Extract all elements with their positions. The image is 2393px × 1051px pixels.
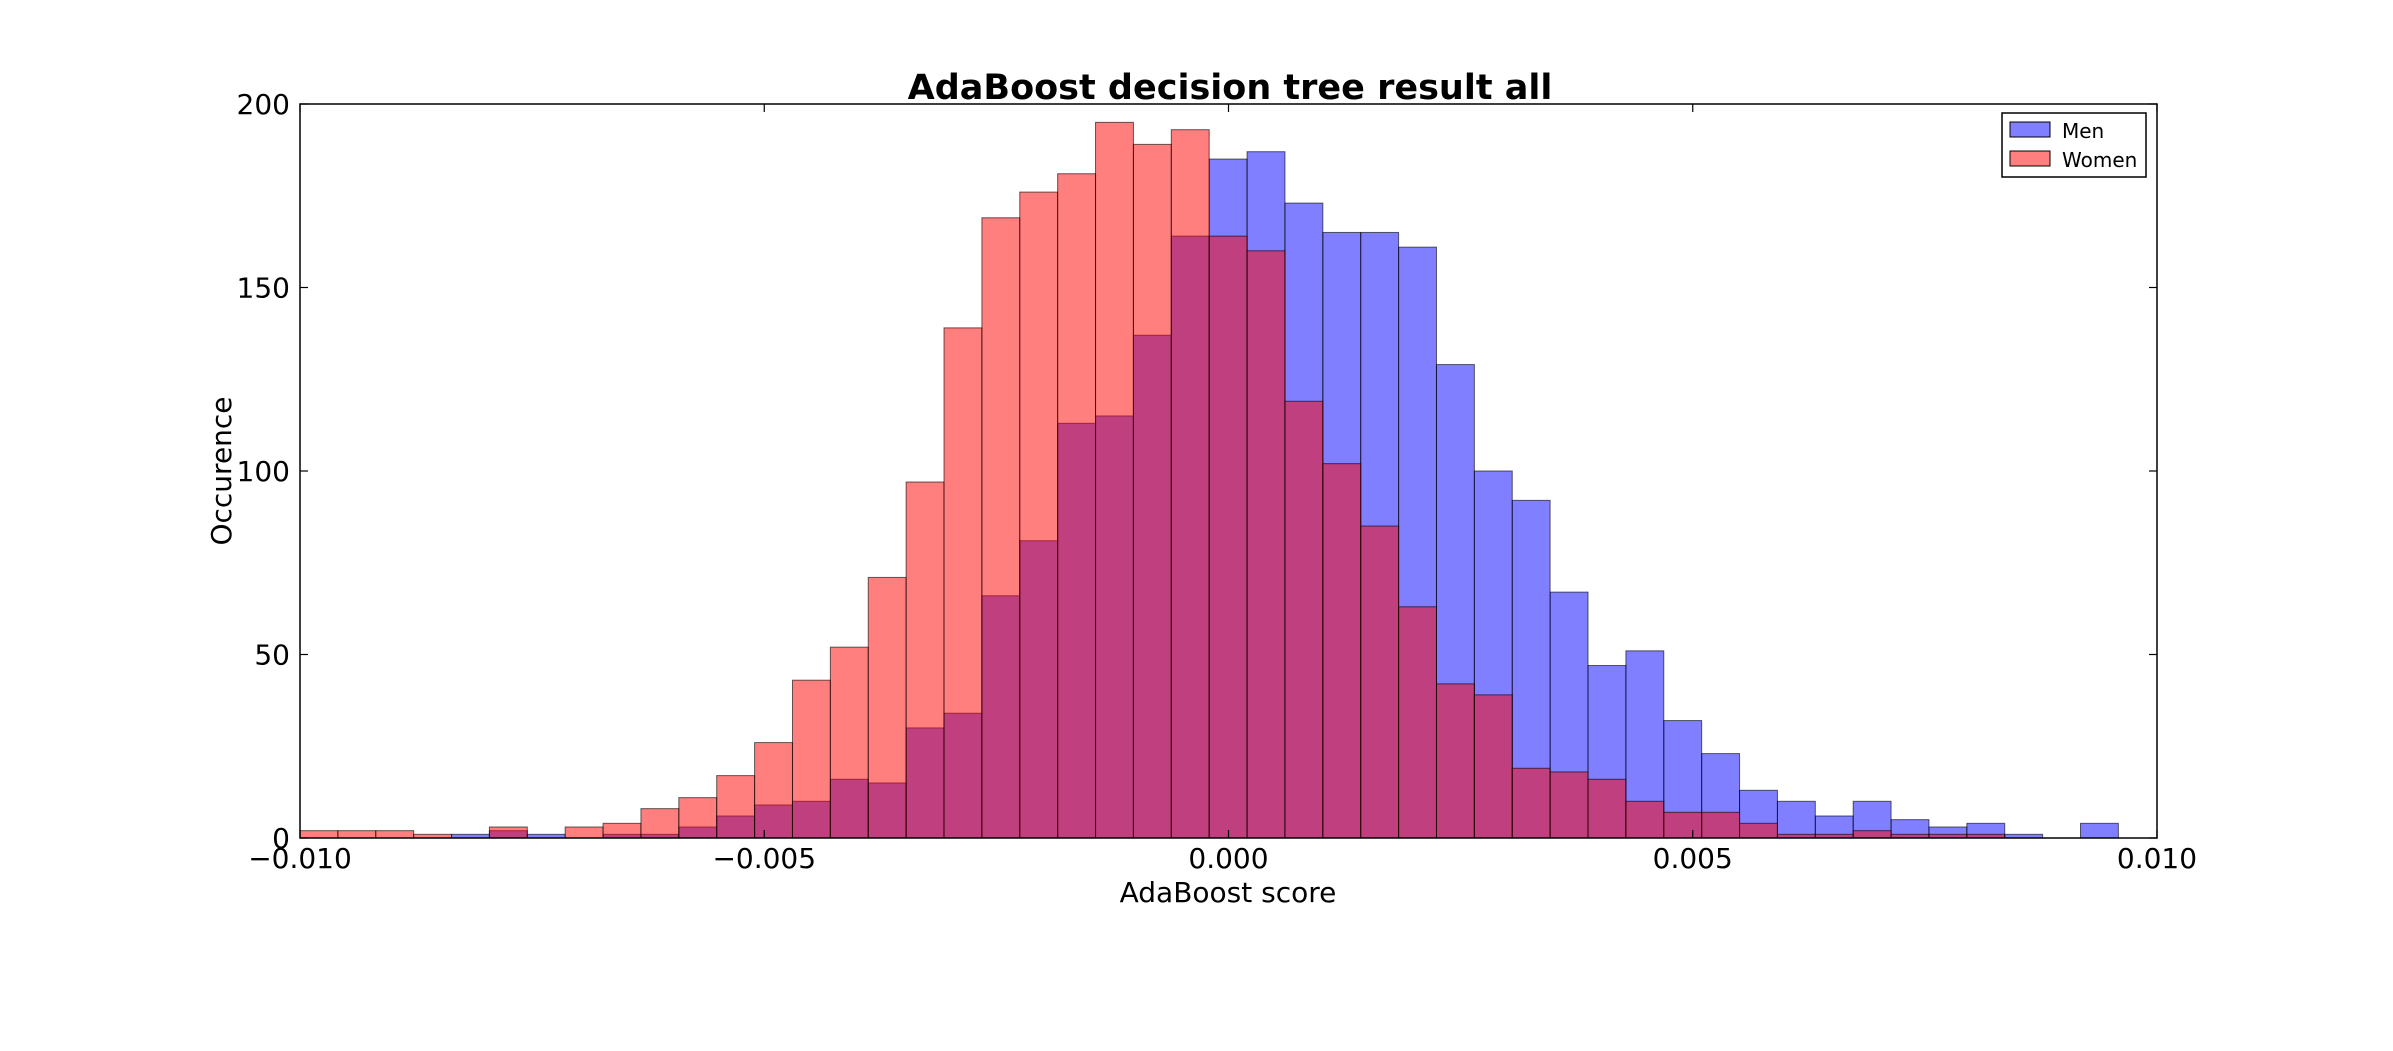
bar-women-18 <box>981 217 1021 839</box>
bar-men-47 <box>2079 822 2119 839</box>
bar-women-32 <box>1511 767 1551 839</box>
bar-women-25 <box>1246 250 1286 839</box>
chart-title: AdaBoost decision tree result all <box>908 68 1553 108</box>
bar-women-31 <box>1473 694 1513 839</box>
bar-women-24 <box>1208 235 1248 839</box>
bar-women-30 <box>1435 683 1475 839</box>
bar-women-19 <box>1019 191 1059 839</box>
bar-women-23 <box>1170 129 1210 839</box>
bar-men-39 <box>1776 800 1816 839</box>
plot-frame <box>299 103 2158 839</box>
x-tick-label: 0.005 <box>1653 842 1733 875</box>
bar-women-35 <box>1625 800 1665 839</box>
y-tick-label: 0 <box>272 822 290 855</box>
bar-women-28 <box>1360 525 1400 839</box>
x-tick-label: 0.000 <box>1188 842 1268 875</box>
y-tick-label: 150 <box>237 272 290 305</box>
x-tick-label: −0.005 <box>712 842 816 875</box>
bar-women-0 <box>299 830 339 839</box>
bar-women-34 <box>1587 778 1627 839</box>
x-tick-label: 0.010 <box>2117 842 2197 875</box>
x-axis-label: AdaBoost score <box>1120 876 1337 909</box>
y-axis-label: Occurence <box>205 396 238 545</box>
legend-label-women: Women <box>2062 148 2137 172</box>
bar-women-13 <box>791 679 831 839</box>
bar-women-8 <box>602 822 642 839</box>
bar-women-41 <box>1852 830 1892 839</box>
bar-women-1 <box>337 830 377 839</box>
bar-women-16 <box>905 481 945 839</box>
bar-women-10 <box>678 797 718 839</box>
bar-women-33 <box>1549 771 1589 839</box>
bar-women-9 <box>640 808 680 839</box>
y-tick-label: 50 <box>254 639 290 672</box>
bar-women-17 <box>943 327 983 839</box>
x-tick-label: −0.010 <box>248 842 352 875</box>
bar-women-37 <box>1701 811 1741 839</box>
bar-women-20 <box>1057 173 1097 839</box>
legend-swatch-women <box>2009 150 2051 167</box>
bar-women-22 <box>1132 143 1172 839</box>
bar-women-15 <box>867 576 907 839</box>
bar-women-27 <box>1322 463 1362 839</box>
bar-women-5 <box>488 826 528 839</box>
bar-women-11 <box>716 775 756 839</box>
bar-women-26 <box>1284 400 1324 839</box>
y-tick-label: 100 <box>237 455 290 488</box>
bar-women-36 <box>1663 811 1703 839</box>
bar-women-38 <box>1739 822 1778 839</box>
bar-women-14 <box>829 646 869 839</box>
bars-layer <box>299 121 2119 839</box>
bar-women-7 <box>564 826 604 839</box>
legend: Men Women <box>2001 112 2147 178</box>
legend-label-men: Men <box>2062 119 2104 143</box>
bar-women-21 <box>1095 121 1134 839</box>
bar-women-2 <box>375 830 415 839</box>
legend-swatch-men <box>2009 121 2051 138</box>
bar-women-29 <box>1398 606 1437 839</box>
y-tick-label: 200 <box>237 88 290 121</box>
bar-women-12 <box>754 742 793 839</box>
